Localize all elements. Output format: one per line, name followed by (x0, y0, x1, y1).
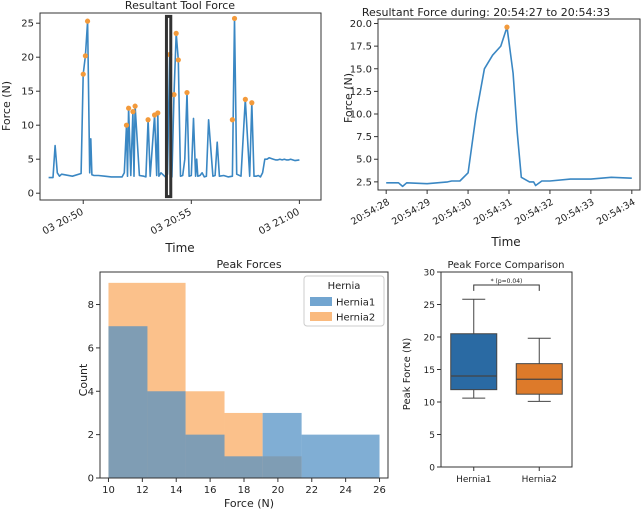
x-tick-label: Hernia1 (456, 475, 491, 485)
y-tick-label: 30 (424, 269, 436, 279)
x-tick-label: 20:54:34 (595, 197, 637, 228)
series-line-resultant-force (48, 17, 300, 179)
x-tick-label: 14 (170, 485, 183, 496)
peak-marker (184, 89, 190, 96)
x-axis-label: Force (N) (224, 497, 274, 510)
y-tick-label: 0 (429, 464, 435, 474)
x-tick-label: 22 (305, 485, 318, 496)
peak-marker (80, 71, 86, 77)
y-tick-label: 10 (21, 121, 34, 132)
plot-frame (39, 12, 322, 201)
x-tick-label: 20:54:29 (390, 197, 432, 228)
significance-bracket (473, 284, 540, 291)
highlight-window-box (164, 14, 173, 199)
peak-marker (229, 117, 235, 123)
chart-title: Peak Force Comparison (447, 260, 564, 271)
y-tick-label: 25 (21, 19, 34, 30)
peak-marker (504, 24, 510, 30)
y-tick-label: 10.0 (350, 110, 372, 121)
histogram-bar-hernia1 (185, 434, 225, 478)
x-axis-label: Time (164, 241, 194, 255)
legend-swatch-hernia1 (310, 297, 332, 306)
y-tick-label: 5 (429, 431, 435, 441)
peak-marker (155, 110, 161, 116)
y-tick-label: 12.5 (350, 87, 372, 98)
legend-title: Hernia (328, 281, 361, 292)
peak-marker (249, 100, 255, 106)
y-tick-label: 15.0 (350, 64, 372, 75)
x-tick-label: 26 (373, 485, 386, 496)
peak-marker (175, 57, 181, 63)
peak-marker (130, 109, 136, 115)
histogram-bar-hernia1 (147, 391, 186, 478)
y-tick-label: 20 (21, 53, 34, 64)
y-tick-label: 10 (424, 399, 436, 409)
x-tick-label: 16 (204, 485, 217, 496)
chart-title: Resultant Tool Force (125, 0, 235, 12)
y-tick-label: 5 (28, 155, 34, 166)
peak-marker (171, 92, 177, 98)
y-axis-label: Force (N) (0, 81, 13, 131)
y-tick-label: 15 (424, 366, 435, 376)
x-tick-label: 03 20:55 (149, 207, 194, 238)
peak-marker (231, 15, 238, 22)
x-axis-label: Time (490, 235, 520, 249)
peak-marker (173, 30, 179, 36)
y-axis-label: Count (77, 363, 90, 396)
peak-marker (126, 105, 132, 111)
y-tick-label: 0 (28, 189, 34, 200)
y-tick-label: 25 (424, 301, 435, 311)
chart-peak-force-comparison: Peak Force Comparison Peak Force (N) 0 5 1… (402, 260, 573, 485)
x-tick-label: 03 21:00 (257, 207, 302, 238)
peak-marker (82, 53, 88, 59)
x-tick-label: 12 (136, 485, 149, 496)
histogram-bar-hernia1 (224, 456, 263, 478)
y-tick-label: 7.5 (356, 132, 372, 143)
peak-marker (145, 117, 151, 123)
y-tick-label: 15 (21, 87, 34, 98)
y-tick-label: 5.0 (356, 155, 372, 166)
y-tick-label: 20 (424, 334, 436, 344)
y-axis-label: Force (N) (342, 73, 355, 123)
x-tick-label: 20:54:32 (513, 197, 555, 228)
legend-label-hernia2: Hernia2 (336, 313, 375, 324)
x-tick-label: 10 (102, 485, 115, 496)
histogram-bar-hernia1 (108, 326, 148, 478)
x-tick-label: Hernia2 (522, 475, 557, 485)
y-axis-label: Peak Force (N) (402, 338, 413, 411)
y-tick-label: 6 (88, 343, 94, 354)
x-tick-label: 24 (339, 485, 352, 496)
x-tick-label: 20:54:28 (349, 197, 391, 228)
y-tick-label: 20.0 (350, 19, 372, 30)
x-tick-label: 20:54:30 (431, 197, 473, 228)
histogram-bar-hernia1 (301, 434, 380, 478)
peak-marker (84, 18, 91, 24)
x-tick-label: 03 20:50 (41, 207, 86, 238)
significance-annotation: * (p=0.04) (491, 278, 523, 285)
legend-swatch-hernia2 (310, 312, 332, 321)
peak-marker (242, 96, 248, 102)
peak-marker (132, 103, 138, 109)
x-tick-label: 20 (272, 485, 285, 496)
chart-resultant-tool-force: Resultant Tool Force Force (N) Time 0 5 10… (0, 0, 322, 255)
legend-label-hernia1: Hernia1 (336, 298, 375, 309)
y-tick-label: 0 (88, 474, 94, 485)
series-line-resultant-force (386, 26, 632, 188)
y-tick-label: 8 (88, 300, 94, 311)
chart-title: Peak Forces (216, 258, 281, 271)
x-tick-label: 18 (238, 485, 251, 496)
chart-title: Resultant Force during: 20:54:27 to 20:5… (362, 6, 610, 19)
y-tick-label: 4 (88, 387, 94, 398)
chart-resultant-force-window: Resultant Force during: 20:54:27 to 20:5… (342, 6, 641, 249)
box-hernia1 (450, 333, 498, 391)
y-tick-label: 2 (88, 430, 94, 441)
peak-marker (123, 122, 130, 128)
histogram-bar-hernia1 (262, 412, 302, 478)
x-tick-label: 20:54:31 (472, 197, 514, 228)
y-tick-label: 17.5 (350, 42, 372, 53)
y-tick-label: 2.5 (356, 177, 372, 188)
x-tick-label: 20:54:33 (554, 197, 596, 228)
